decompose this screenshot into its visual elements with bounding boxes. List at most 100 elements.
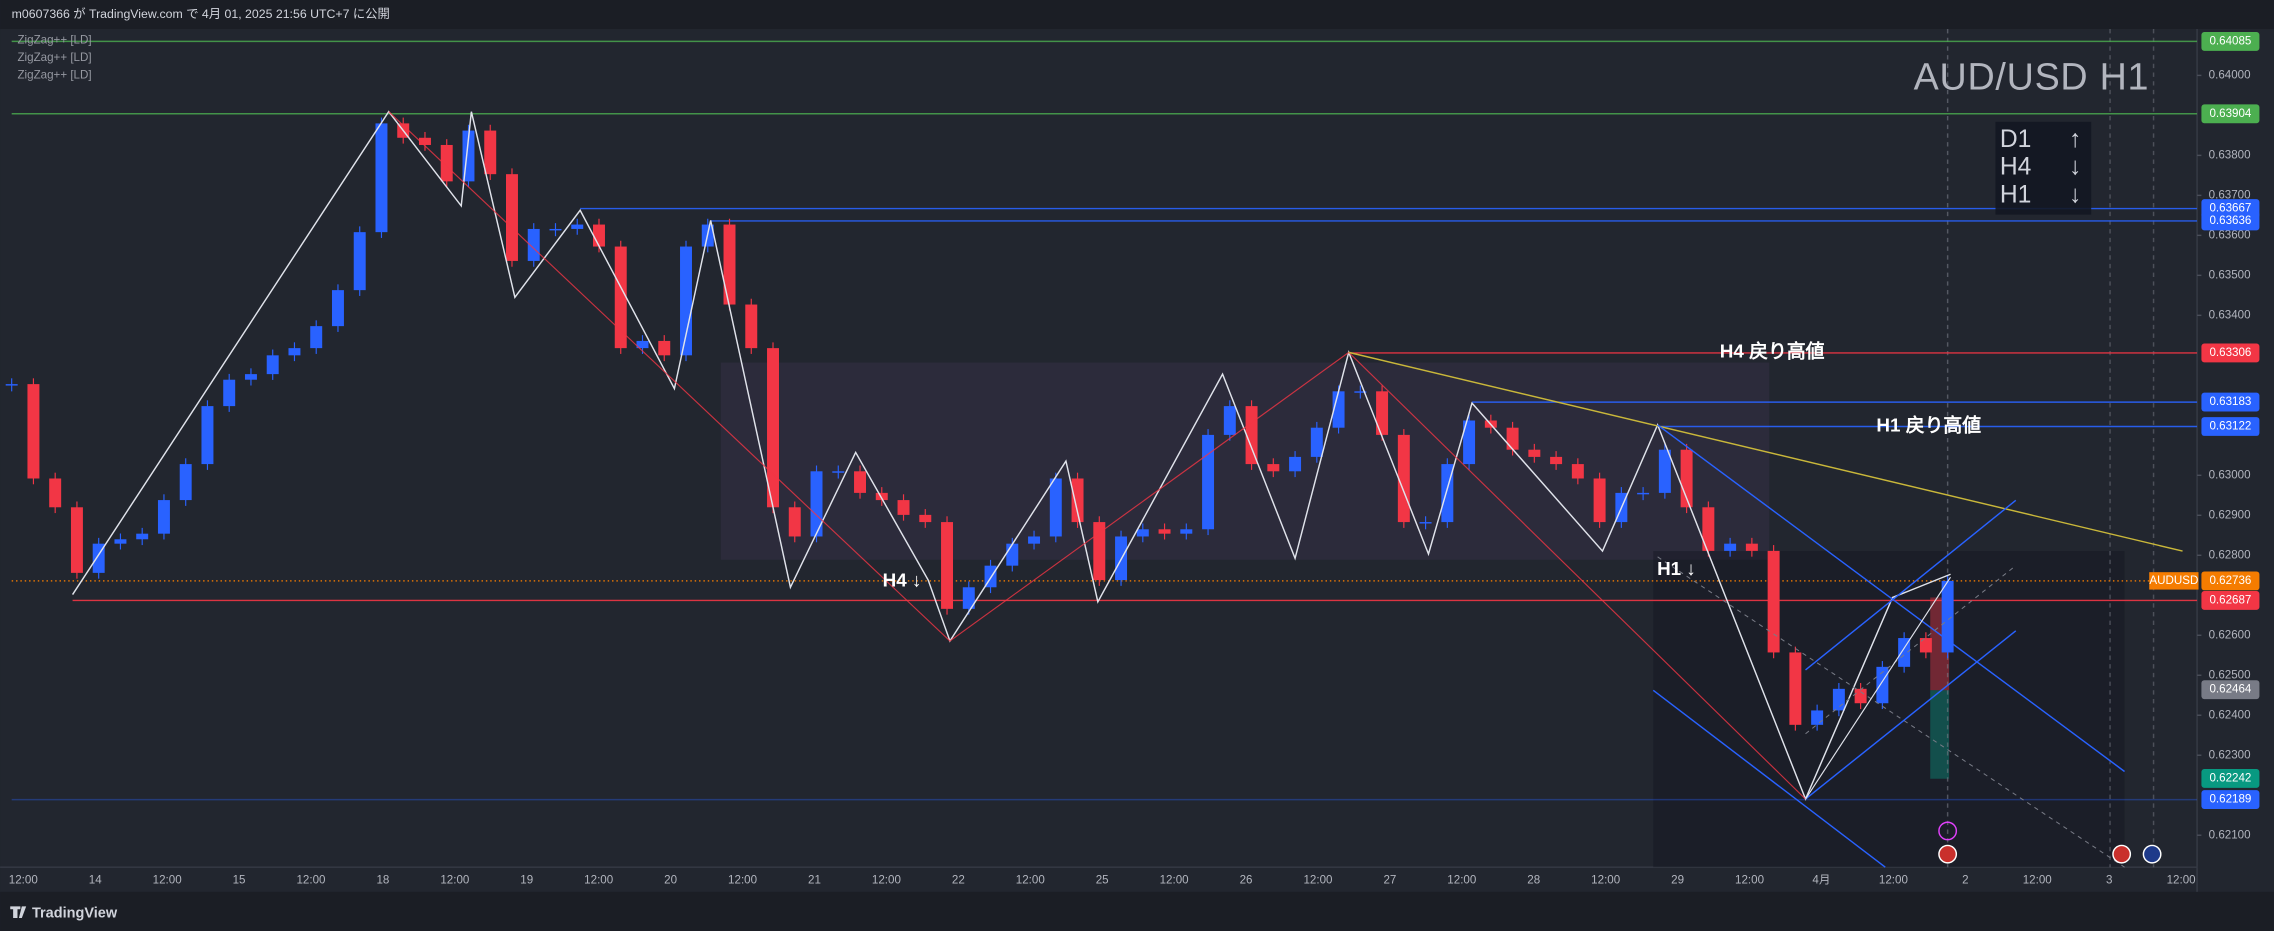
symbol-label-box (2149, 572, 2199, 590)
candle (658, 340, 671, 356)
candle (1898, 638, 1911, 667)
x-tick-label: 29 (1671, 873, 1684, 886)
y-tick-label: 0.62100 (2209, 828, 2251, 841)
x-tick-label: 12:00 (872, 873, 901, 886)
candle (1550, 456, 1563, 465)
candle (1528, 449, 1541, 457)
price-label: 0.63183 (2209, 395, 2251, 408)
candle (310, 326, 323, 349)
candle (897, 500, 910, 515)
y-tick-label: 0.63700 (2209, 188, 2251, 201)
price-label-box (2201, 768, 2260, 788)
candle (266, 355, 279, 375)
x-tick-label: 12:00 (1735, 873, 1764, 886)
candle (1441, 464, 1454, 523)
candle (1354, 391, 1367, 393)
trend-table-rows: D1 ↑ H4 ↓ H1 ↓ (2000, 126, 2082, 208)
candle (1093, 522, 1106, 581)
candle (1811, 710, 1824, 725)
candle (1463, 420, 1476, 465)
y-tick-label: 0.64000 (2209, 68, 2251, 81)
zones (720, 29, 2155, 868)
candle (1767, 550, 1780, 653)
candle (745, 304, 758, 349)
candle (1158, 529, 1171, 534)
candle (1267, 464, 1280, 472)
channel-up-line (1805, 630, 2017, 800)
candle (810, 471, 823, 537)
y-tick-label: 0.63600 (2209, 228, 2251, 241)
candle (1680, 449, 1693, 508)
price-label: 0.64085 (2209, 34, 2251, 47)
channel-line (1652, 689, 1886, 868)
x-tick-label: 12:00 (1016, 873, 1045, 886)
candle (1180, 529, 1193, 534)
price-label-box (2201, 417, 2260, 436)
candle (854, 471, 867, 493)
candle (614, 246, 627, 349)
trend-timeframe: H1 (2000, 181, 2032, 208)
candle (70, 507, 83, 573)
candle (1637, 492, 1650, 495)
h4-high-label: H4 戻り高値 (1720, 339, 1825, 361)
x-tick-label: 28 (1527, 873, 1540, 886)
y-tick-label: 0.62900 (2209, 508, 2251, 521)
x-tick-label: 3 (2106, 873, 2112, 886)
candle (223, 379, 236, 407)
candle (767, 348, 779, 508)
candle (636, 340, 649, 349)
price-label: 0.62242 (2209, 771, 2251, 784)
position-target (1930, 690, 1950, 779)
range-zone (720, 362, 1770, 560)
candle (157, 500, 170, 534)
price-label: 0.62464 (2209, 683, 2251, 696)
indicator-label: ZigZag++ [LD] (17, 51, 91, 64)
candle (1310, 427, 1323, 457)
candle (1941, 580, 1954, 653)
x-tick-label: 12:00 (584, 873, 613, 886)
price-label: 0.62736 (2209, 574, 2251, 587)
candle (1223, 406, 1236, 435)
candle (1071, 478, 1084, 523)
footer-bar (0, 891, 2274, 931)
y-tick-label: 0.62400 (2209, 708, 2251, 721)
zigzag-line (71, 110, 1951, 801)
y-tick-label: 0.63400 (2209, 308, 2251, 321)
price-label-box (2201, 571, 2260, 591)
event-icon (1938, 821, 1958, 841)
x-tick-label: 12:00 (728, 873, 757, 886)
x-tick-label: 25 (1096, 873, 1109, 886)
candle (244, 374, 257, 380)
y-tick-label: 0.62800 (2209, 548, 2251, 561)
price-label-box (2201, 392, 2260, 412)
trend-arrow: ↓ (2069, 154, 2081, 181)
trend-line (1348, 351, 2183, 552)
candle (1724, 543, 1737, 551)
candle (1789, 652, 1802, 725)
x-tick-label: 4月 (1812, 873, 1830, 886)
price-label: 0.63636 (2209, 214, 2251, 227)
candle (506, 174, 518, 261)
candle (1049, 478, 1062, 537)
candle (136, 533, 149, 540)
x-tick-label: 21 (808, 873, 821, 886)
candle (1702, 507, 1715, 551)
price-label-box (2201, 680, 2260, 700)
candle (114, 539, 127, 544)
x-tick-label: 12:00 (1591, 873, 1620, 886)
trend-timeframe: H4 (2000, 154, 2032, 181)
symbol-label: AUDUSD (2149, 574, 2198, 587)
candle (440, 144, 453, 182)
candle (1289, 456, 1302, 472)
price-label-box (2201, 790, 2260, 810)
drawings (71, 110, 2183, 868)
price-label: 0.62687 (2209, 594, 2251, 607)
indicator-label: ZigZag++ [LD] (17, 34, 91, 47)
event-icon (1938, 844, 1958, 864)
candle (375, 123, 388, 233)
candle (1006, 543, 1019, 566)
candle (919, 514, 932, 523)
candle (179, 464, 192, 501)
